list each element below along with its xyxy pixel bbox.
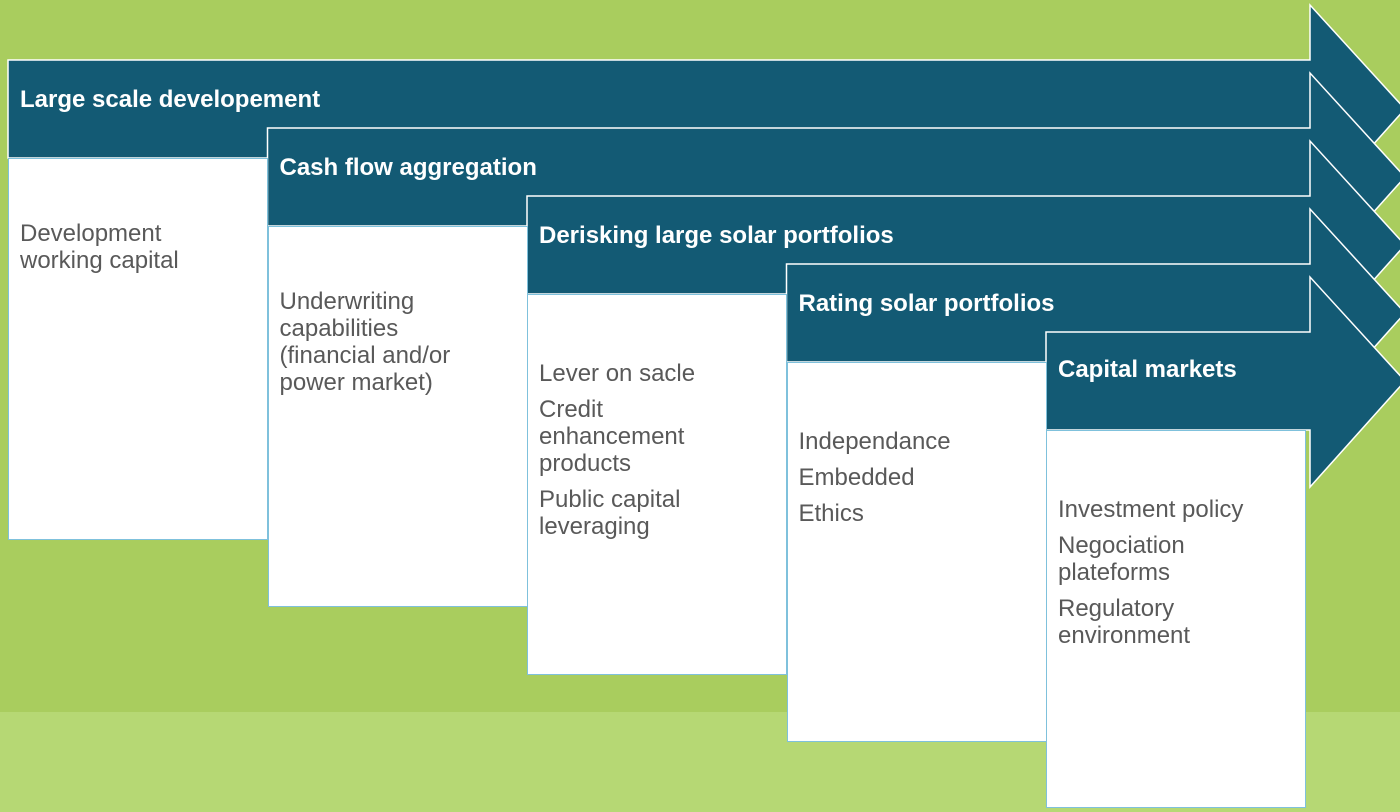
- stage-title: Derisking large solar portfolios: [539, 222, 894, 249]
- item: Lever on sacle: [539, 360, 696, 387]
- stage-title: Rating solar portfolios: [798, 290, 1055, 317]
- stage-title: Capital markets: [1058, 356, 1237, 383]
- item: Public capital leveraging: [539, 486, 681, 540]
- item: Credit enhancement products: [539, 396, 685, 477]
- stage-box: [267, 226, 528, 607]
- item-list: Underwriting capabilities (financial and…: [280, 288, 490, 405]
- stage-title: Large scale developement: [20, 86, 321, 113]
- item: Investment policy: [1058, 496, 1244, 523]
- item: Development working capital: [20, 220, 179, 274]
- item-list: Independance Embedded Ethics: [799, 428, 1009, 536]
- stage-box: [527, 294, 787, 675]
- item: Negociation plateforms: [1058, 532, 1185, 586]
- item-list: Investment policy Negociation plateforms R…: [1058, 496, 1278, 658]
- stage-title: Cash flow aggregation: [279, 154, 537, 181]
- stage-box: [786, 362, 1047, 742]
- stage-box: [1046, 430, 1306, 808]
- item: Underwriting capabilities (financial and…: [279, 288, 451, 396]
- item: Independance: [798, 428, 951, 455]
- item-list: Lever on sacle Credit enhancement product…: [539, 360, 749, 549]
- item: Regulatory environment: [1058, 595, 1191, 649]
- item-list: Development working capital: [20, 220, 230, 283]
- item: Ethics: [798, 500, 864, 527]
- stage-box: [8, 158, 268, 540]
- item: Embedded: [798, 464, 915, 491]
